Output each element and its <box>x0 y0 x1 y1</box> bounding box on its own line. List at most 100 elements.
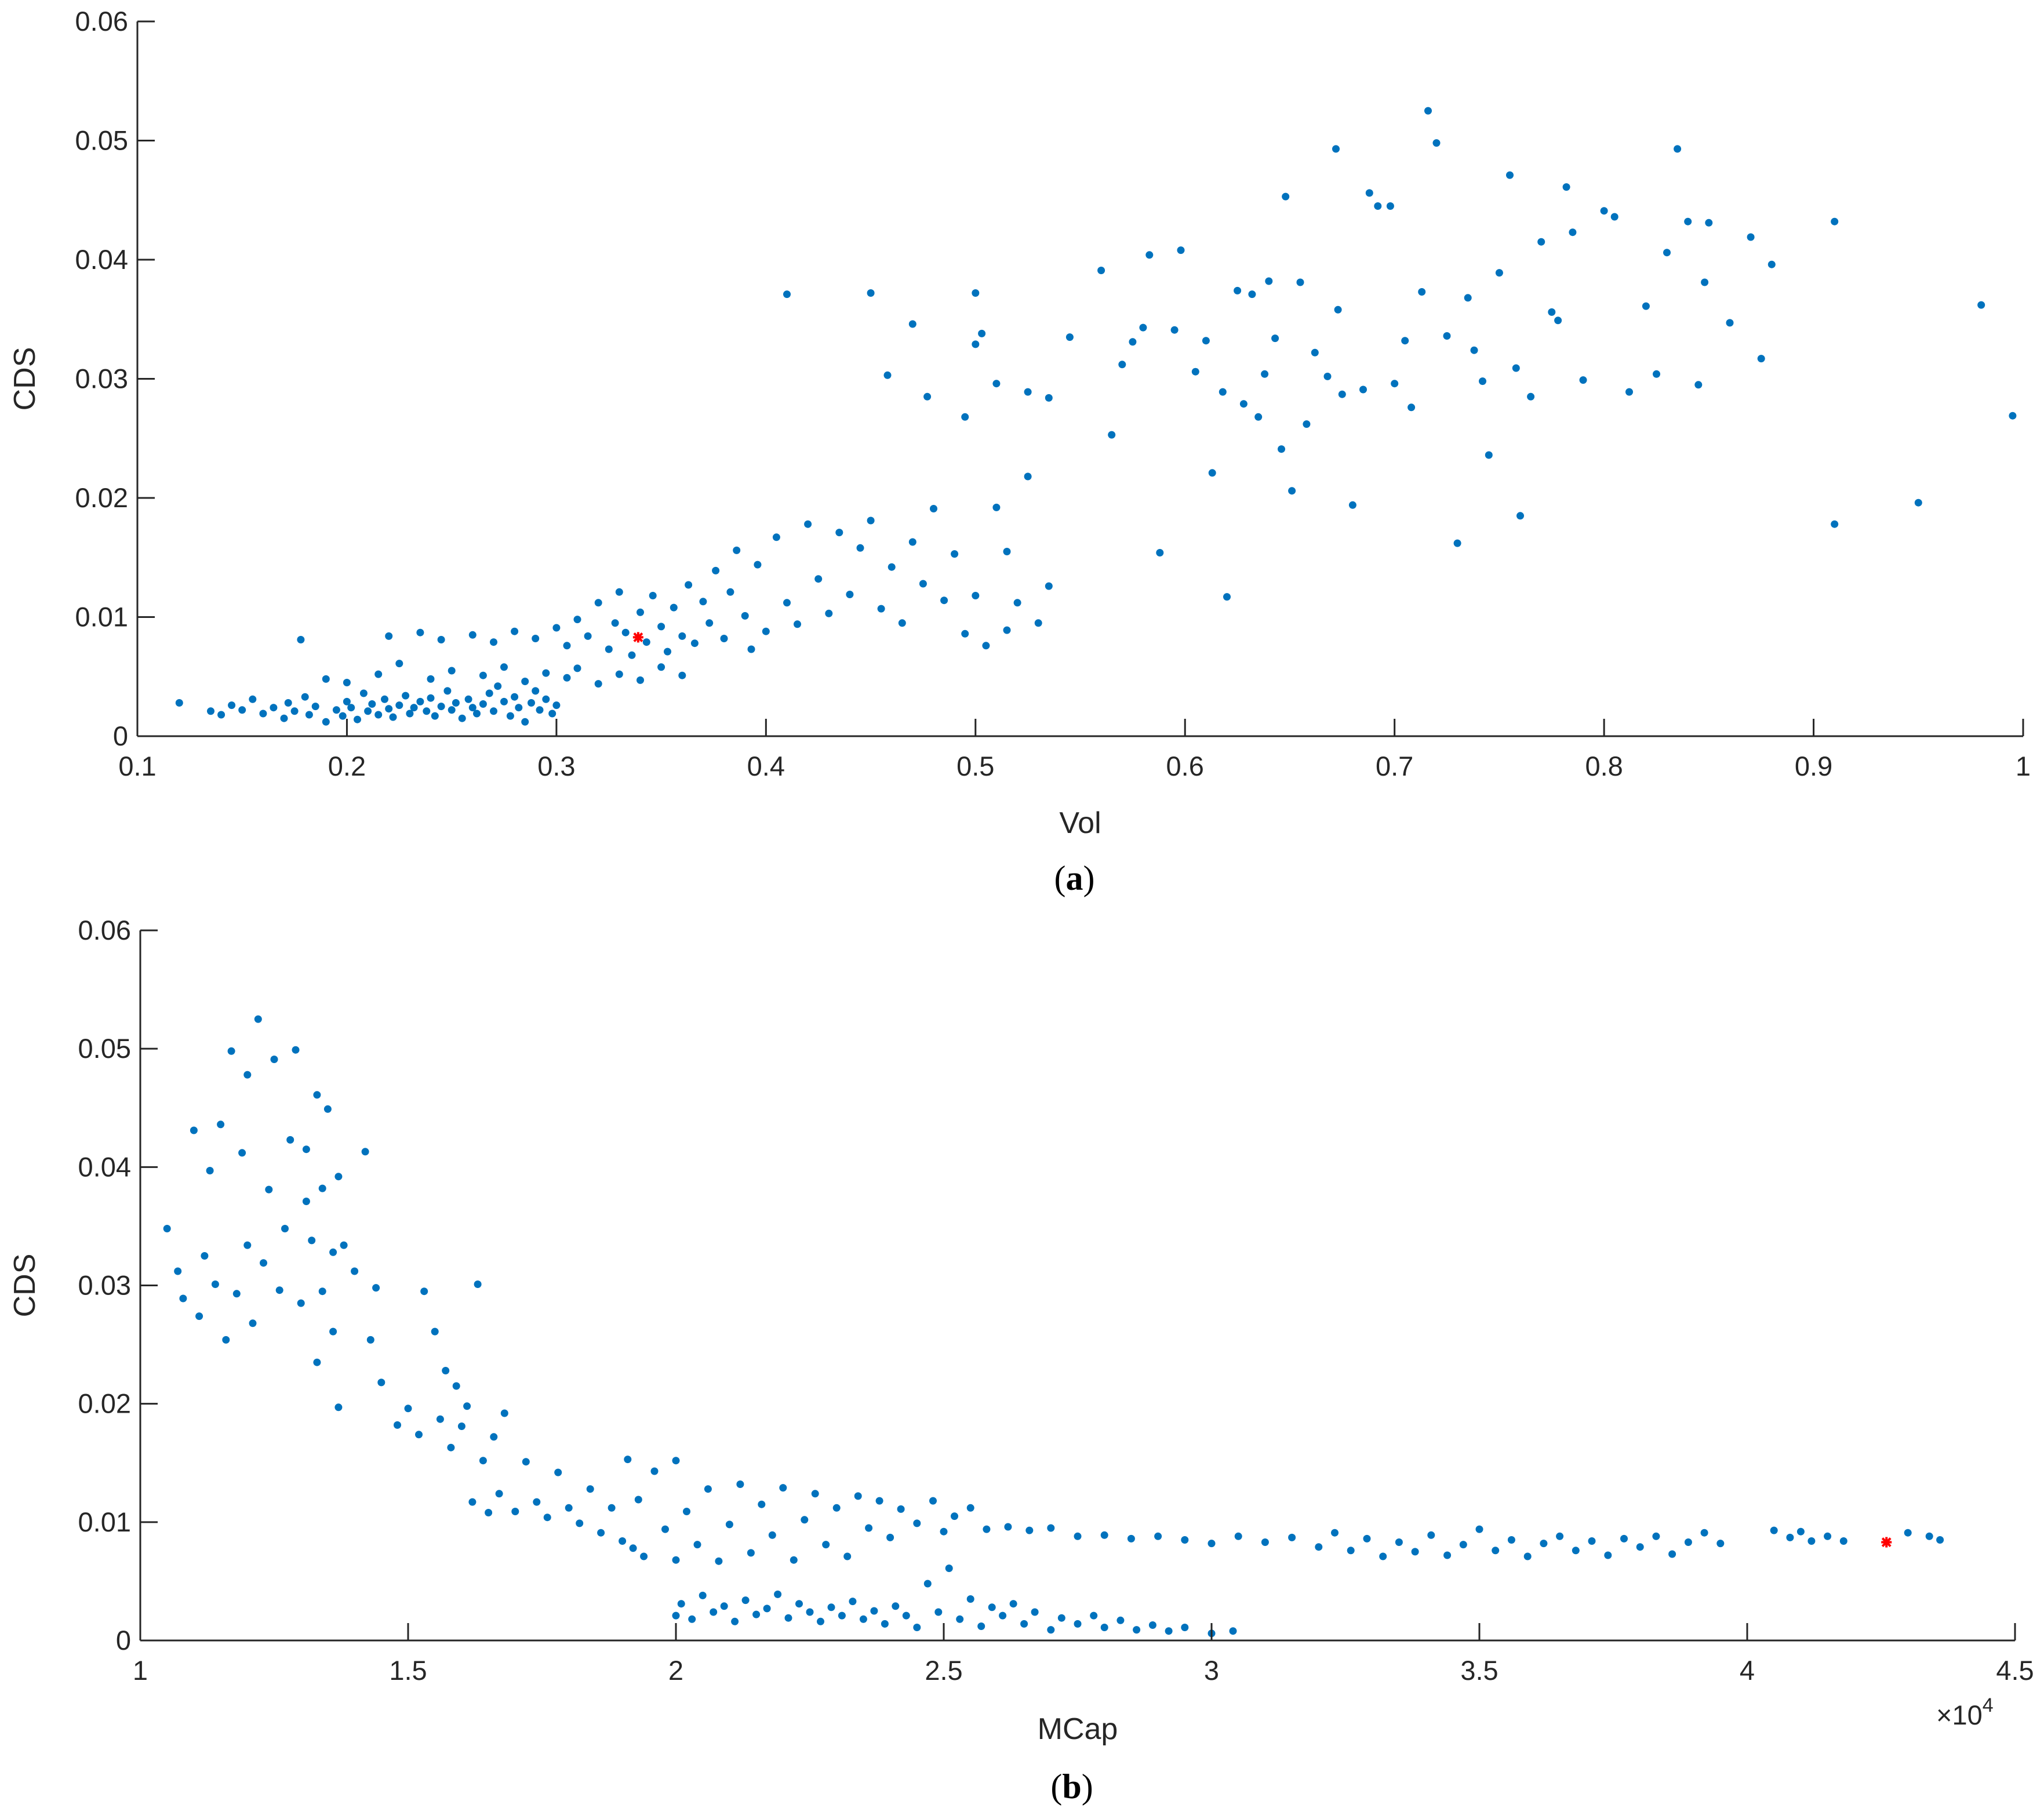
data-point-b-144 <box>1716 1540 1725 1548</box>
data-point-a-134 <box>1003 626 1011 634</box>
data-point-a-83 <box>552 624 561 632</box>
data-point-a-4 <box>238 706 246 714</box>
data-point-b-177 <box>913 1624 921 1631</box>
data-point-a-37 <box>443 687 452 695</box>
data-point-b-180 <box>945 1565 953 1572</box>
data-point-b-47 <box>431 1327 439 1336</box>
data-point-b-198 <box>1181 1624 1189 1631</box>
data-point-b-110 <box>1074 1532 1082 1540</box>
data-point-a-221 <box>1701 278 1709 286</box>
data-point-a-209 <box>1562 183 1570 191</box>
data-point-b-200 <box>1229 1627 1237 1635</box>
data-point-a-106 <box>726 588 734 596</box>
data-point-a-164 <box>1208 469 1216 477</box>
data-point-a-28 <box>395 701 403 710</box>
data-point-b-157 <box>699 1591 707 1599</box>
data-point-a-158 <box>1145 251 1154 259</box>
data-point-a-61 <box>374 670 383 678</box>
data-point-a-128 <box>940 596 948 605</box>
x-axis-title-a: Vol <box>1059 806 1101 840</box>
data-point-b-8 <box>217 1120 225 1129</box>
data-point-a-110 <box>754 561 762 569</box>
data-point-a-32 <box>416 697 424 705</box>
data-point-a-205 <box>1527 392 1535 401</box>
data-point-b-163 <box>763 1605 771 1613</box>
data-point-b-11 <box>232 1290 241 1298</box>
data-point-b-146 <box>1786 1533 1794 1541</box>
data-point-a-138 <box>1045 582 1053 590</box>
data-point-b-62 <box>522 1458 530 1466</box>
data-point-b-32 <box>323 1105 332 1113</box>
y-tick-label-a-1: 0.01 <box>75 602 128 632</box>
data-point-a-212 <box>1600 207 1608 215</box>
data-point-a-213 <box>1610 213 1619 221</box>
data-point-a-180 <box>1323 372 1332 380</box>
data-point-b-105 <box>966 1504 974 1512</box>
data-point-a-179 <box>1311 348 1319 356</box>
data-point-a-107 <box>733 546 741 554</box>
data-point-b-46 <box>420 1287 428 1296</box>
data-point-b-115 <box>1208 1540 1216 1548</box>
data-point-b-94 <box>832 1504 841 1512</box>
data-point-a-49 <box>506 712 514 720</box>
x-tick-label-a-8: 0.9 <box>1795 751 1832 781</box>
data-point-b-45 <box>415 1431 423 1439</box>
data-point-b-97 <box>865 1524 873 1532</box>
data-point-b-164 <box>774 1590 782 1598</box>
data-point-b-169 <box>827 1603 835 1611</box>
data-point-a-102 <box>699 598 707 606</box>
data-point-a-114 <box>794 620 801 628</box>
data-point-b-178 <box>923 1580 932 1588</box>
data-point-b-5 <box>201 1252 209 1260</box>
data-point-a-166 <box>1223 593 1231 601</box>
data-point-b-106 <box>983 1525 991 1533</box>
data-point-a-35 <box>431 712 439 720</box>
data-point-b-167 <box>806 1608 814 1616</box>
data-point-b-76 <box>650 1467 659 1475</box>
y-tick-label-a-0: 0 <box>113 721 128 751</box>
data-point-a-87 <box>594 599 602 607</box>
data-point-a-152 <box>1065 333 1074 341</box>
data-point-a-18 <box>343 697 351 705</box>
data-point-b-130 <box>1492 1547 1500 1555</box>
scatter-points-b <box>163 1015 1944 1638</box>
data-point-a-33 <box>423 707 431 715</box>
data-point-a-161 <box>1177 246 1185 254</box>
data-point-b-82 <box>704 1485 712 1493</box>
x-tick-label-a-3: 0.4 <box>747 751 785 781</box>
data-point-a-30 <box>406 710 414 718</box>
data-point-b-112 <box>1127 1534 1135 1542</box>
data-point-b-0 <box>163 1225 171 1232</box>
chart-panel-b: 00.010.020.030.040.050.06 1 1.5 2 2.5 3 3.5 4 4… <box>8 915 2034 1806</box>
data-point-b-193 <box>1100 1624 1108 1631</box>
data-point-a-187 <box>1374 202 1382 210</box>
data-point-a-175 <box>1282 192 1290 201</box>
x-tick-label-a-9: 1 <box>2016 751 2031 781</box>
data-point-b-35 <box>334 1173 343 1181</box>
data-point-a-167 <box>1234 286 1242 294</box>
data-point-b-87 <box>758 1500 766 1508</box>
data-point-b-58 <box>490 1433 498 1441</box>
data-point-b-20 <box>275 1286 283 1294</box>
data-point-b-162 <box>752 1610 761 1618</box>
data-point-a-193 <box>1424 107 1432 115</box>
x-tick-label-b-0: 1 <box>133 1655 148 1686</box>
data-point-b-61 <box>511 1508 519 1515</box>
data-point-b-66 <box>565 1504 573 1512</box>
data-point-b-77 <box>661 1525 669 1533</box>
data-point-a-86 <box>584 632 592 640</box>
data-point-b-16 <box>254 1015 262 1023</box>
x-tick-label-a-1: 0.2 <box>328 751 366 781</box>
data-point-b-17 <box>260 1259 267 1267</box>
data-point-b-166 <box>795 1600 803 1608</box>
x-ticks-b: 1 1.5 2 2.5 3 3.5 4 4.5 <box>133 1623 2034 1686</box>
data-point-b-60 <box>500 1409 508 1417</box>
data-point-a-190 <box>1401 337 1409 345</box>
x-tick-label-b-4: 3 <box>1204 1655 1219 1686</box>
data-point-a-119 <box>846 591 854 598</box>
data-point-b-111 <box>1100 1531 1108 1539</box>
data-point-b-133 <box>1540 1540 1548 1548</box>
data-point-b-14 <box>243 1071 252 1079</box>
data-point-a-150 <box>1024 388 1032 396</box>
